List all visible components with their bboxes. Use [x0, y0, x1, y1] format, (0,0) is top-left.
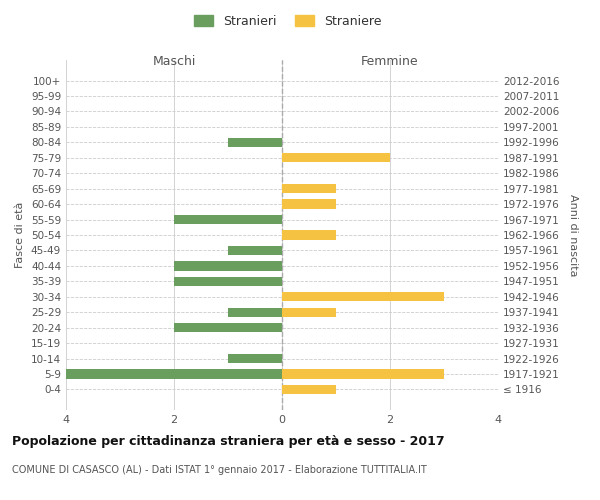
- Bar: [66, 370, 282, 378]
- Text: Popolazione per cittadinanza straniera per età e sesso - 2017: Popolazione per cittadinanza straniera p…: [12, 435, 445, 448]
- Bar: [174, 323, 282, 332]
- Bar: [174, 215, 282, 224]
- Bar: [228, 354, 282, 363]
- Bar: [282, 308, 336, 317]
- Text: Femmine: Femmine: [361, 55, 419, 68]
- Bar: [282, 230, 336, 239]
- Bar: [174, 276, 282, 286]
- Bar: [228, 138, 282, 147]
- Bar: [282, 153, 390, 162]
- Bar: [282, 370, 444, 378]
- Bar: [174, 262, 282, 270]
- Bar: [282, 385, 336, 394]
- Text: COMUNE DI CASASCO (AL) - Dati ISTAT 1° gennaio 2017 - Elaborazione TUTTITALIA.IT: COMUNE DI CASASCO (AL) - Dati ISTAT 1° g…: [12, 465, 427, 475]
- Bar: [282, 184, 336, 194]
- Bar: [228, 308, 282, 317]
- Y-axis label: Anni di nascita: Anni di nascita: [568, 194, 578, 276]
- Legend: Stranieri, Straniere: Stranieri, Straniere: [188, 8, 388, 34]
- Bar: [282, 292, 444, 302]
- Text: Maschi: Maschi: [152, 55, 196, 68]
- Y-axis label: Fasce di età: Fasce di età: [16, 202, 25, 268]
- Bar: [228, 246, 282, 255]
- Bar: [282, 200, 336, 208]
